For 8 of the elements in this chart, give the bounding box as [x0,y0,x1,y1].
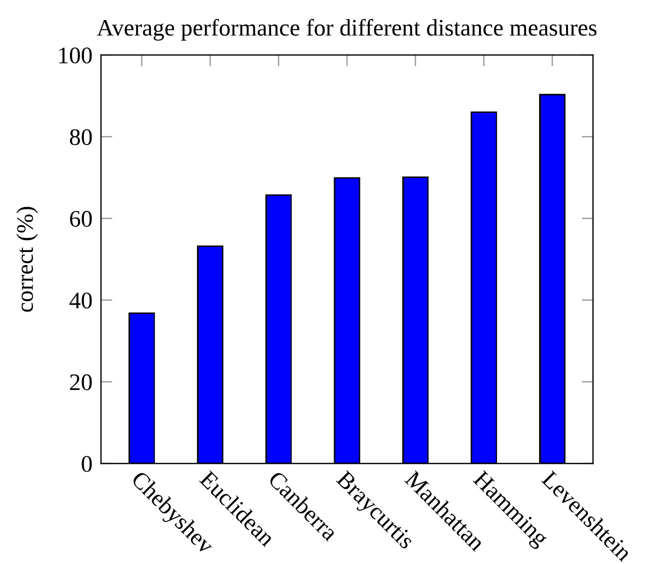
y-tick-label: 100 [59,47,92,64]
y-tick-label: 40 [70,292,92,309]
y-tick-label: 0 [82,456,92,472]
chart-title: Average performance for different distance measures [96,18,596,41]
y-tick-label: 80 [70,129,92,146]
y-tick-label: 20 [70,374,92,390]
y-axis-title: correct (%) [16,206,38,312]
y-tick-label: 60 [70,210,92,227]
